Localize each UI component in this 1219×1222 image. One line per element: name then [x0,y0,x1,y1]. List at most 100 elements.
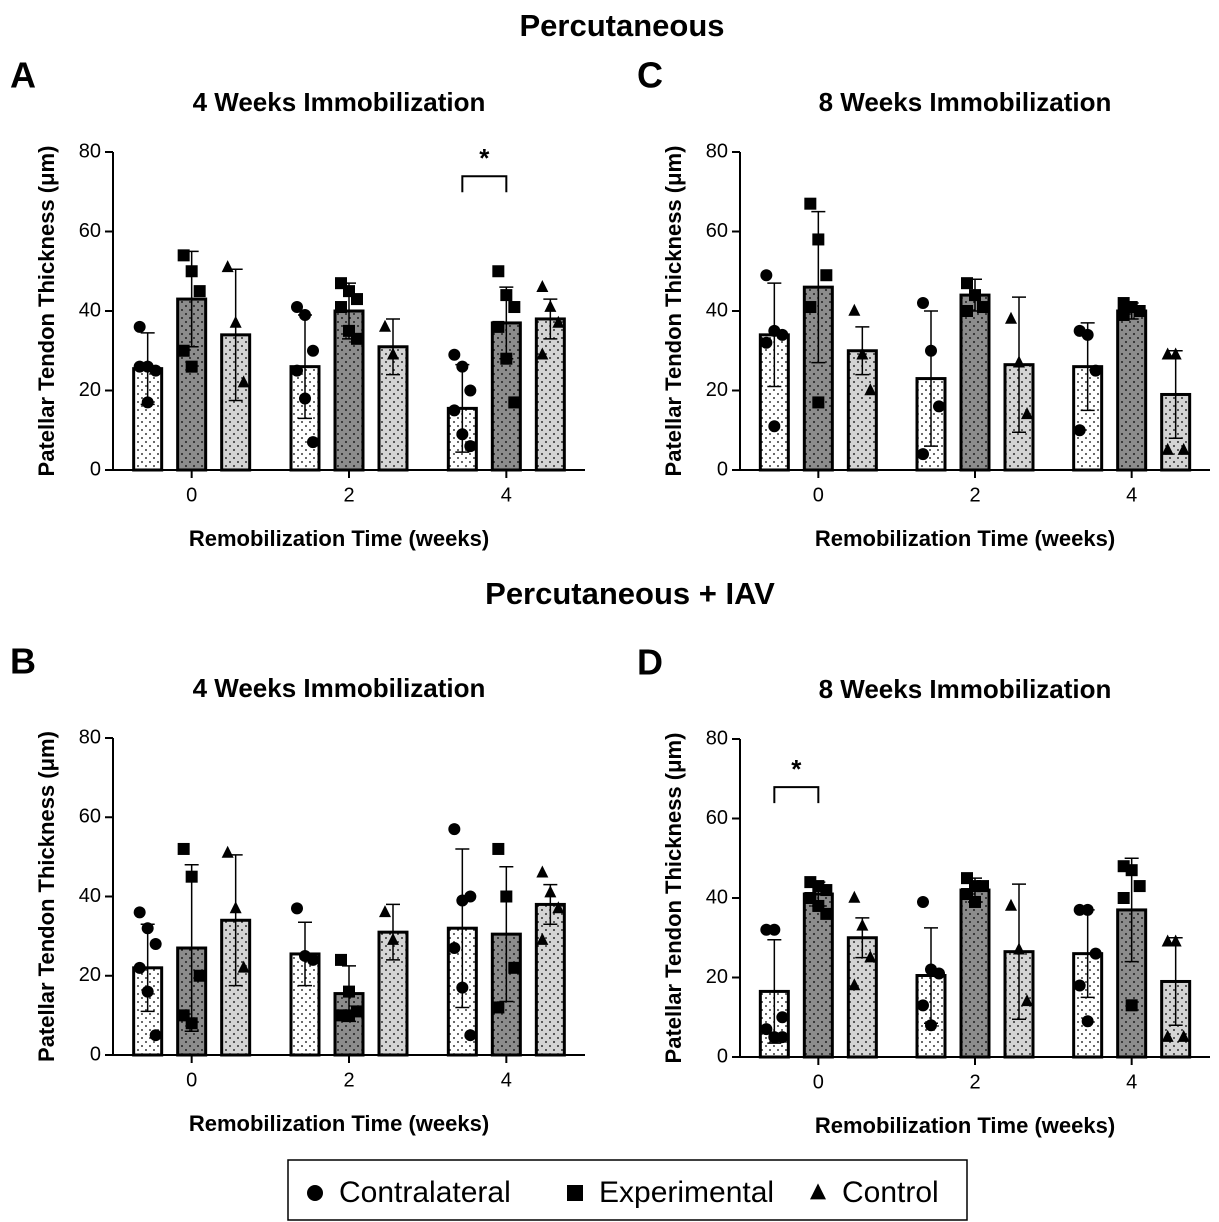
data-point [307,953,319,966]
x-tick-label: 2 [969,1071,980,1093]
error-bar [924,310,938,447]
data-point [291,301,303,314]
data-point [141,922,154,935]
data-point [185,360,198,373]
data-point [335,301,347,314]
data-point [343,985,355,998]
data-point [969,289,981,302]
data-point [500,890,513,903]
x-tick-label: 0 [813,484,824,506]
data-point [1081,328,1094,341]
y-tick-label: 80 [706,140,728,162]
data-point [776,328,789,341]
data-point [856,918,869,931]
data-point [291,902,303,915]
data-point [917,297,929,310]
data-point [448,823,461,836]
data-point [1161,347,1174,360]
data-point [448,942,461,955]
significance-label: * [479,143,490,173]
data-point [961,305,973,317]
data-point [492,842,505,855]
data-point [1125,999,1138,1012]
data-point [1005,898,1017,911]
data-point [508,396,521,409]
data-point [221,260,234,273]
x-axis-label: Remobilization Time (weeks) [189,1111,489,1136]
y-tick-label: 60 [706,807,728,829]
data-point [917,448,929,461]
data-point [820,269,833,282]
legend-marker [307,1185,323,1201]
data-point [1081,1015,1094,1028]
data-point [508,961,521,974]
data-point [768,420,781,433]
data-point [1021,994,1033,1007]
data-point [387,347,399,360]
data-point [1133,305,1146,317]
y-tick-label: 0 [90,458,101,480]
data-point [768,923,781,936]
y-tick-label: 40 [79,885,101,907]
data-point [1177,1029,1190,1042]
data-point [848,978,861,991]
y-axis-label: Patellar Tendon Thickness (μm) [661,733,686,1064]
data-point [1013,355,1025,368]
y-axis-label: Patellar Tendon Thickness (μm) [34,731,59,1062]
significance-bracket [773,786,820,804]
data-point [343,1009,355,1022]
chart-title: 8 Weeks Immobilization [819,87,1112,117]
y-tick-label: 40 [706,299,728,321]
data-point [848,890,861,903]
bar [959,293,991,472]
data-point [351,293,363,306]
section-title: Percutaneous [519,8,724,43]
y-axis-label: Patellar Tendon Thickness (μm) [661,146,686,477]
data-point [856,347,869,360]
data-point [149,938,162,951]
error-bar [184,864,199,1032]
data-point [456,981,469,994]
data-point [544,299,557,312]
y-axis-label: Patellar Tendon Thickness (μm) [34,146,59,477]
data-point [760,336,773,349]
data-point [464,1029,477,1042]
data-point [185,870,198,883]
data-point [848,303,861,316]
data-point [133,360,146,373]
data-point [141,985,154,998]
significance-label: * [791,754,802,784]
data-point [335,953,347,966]
data-point [291,364,303,377]
data-point [1125,864,1138,877]
legend-box [287,1159,968,1221]
y-tick-label: 0 [90,1043,101,1065]
x-tick-label: 4 [501,484,512,506]
data-point [133,961,146,974]
data-point [1169,934,1182,947]
bar [802,892,834,1059]
data-point [1133,880,1146,893]
data-point [133,906,146,919]
data-point [760,1023,773,1036]
panel-label: A [10,55,36,96]
data-point [804,301,817,314]
data-point [536,347,549,360]
data-point [536,279,549,292]
x-tick-label: 0 [186,484,197,506]
data-point [1081,903,1094,916]
data-point [1161,1029,1174,1042]
chart-title: 4 Weeks Immobilization [193,87,486,117]
x-axis-label: Remobilization Time (weeks) [815,526,1115,551]
y-tick-label: 20 [79,379,101,401]
data-point [544,885,557,898]
data-point [229,901,242,914]
bar [1116,309,1148,472]
x-tick-label: 2 [343,1069,354,1091]
data-point [221,845,234,858]
data-point [1117,892,1130,904]
legend-label: Control [842,1176,939,1209]
x-tick-label: 4 [1126,484,1137,506]
data-point [1117,308,1130,321]
